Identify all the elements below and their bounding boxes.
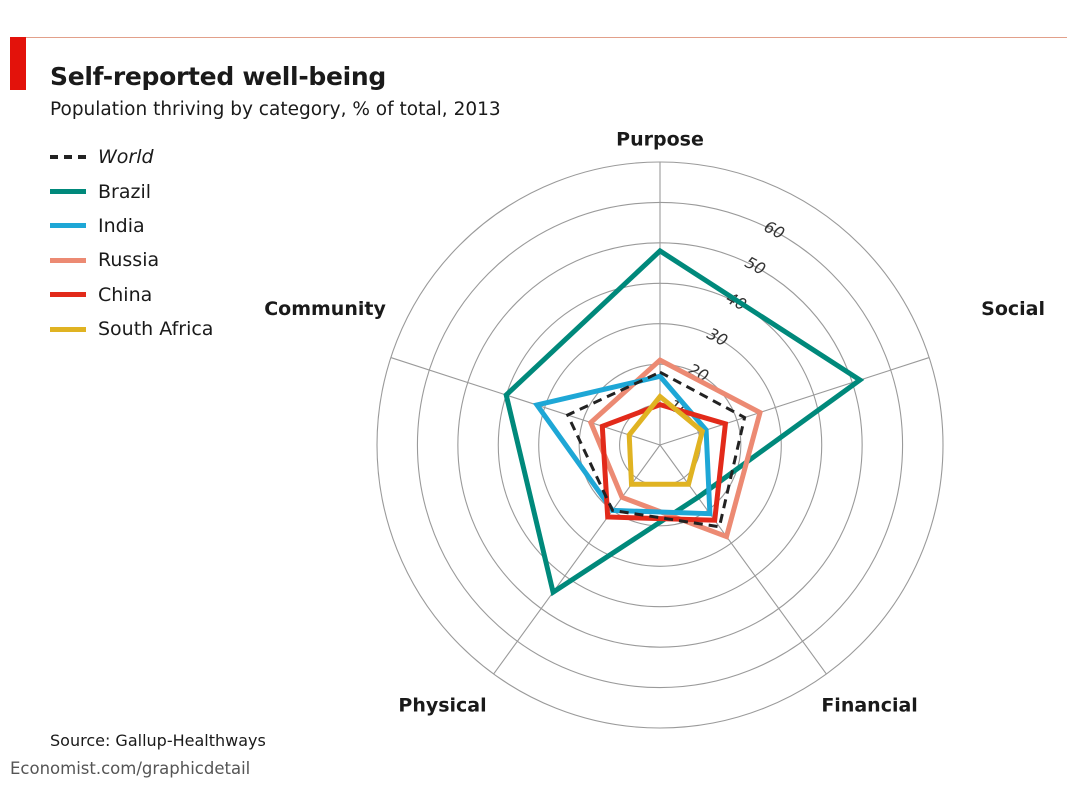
legend-swatch: [50, 292, 86, 298]
legend-swatch: [50, 326, 86, 332]
axis-label-purpose: Purpose: [616, 129, 704, 151]
legend-item-south-africa: South Africa: [50, 312, 213, 346]
axis-label-community: Community: [264, 298, 386, 320]
series-line-india: [532, 373, 713, 517]
legend-swatch: [50, 223, 86, 229]
legend-swatch: [50, 189, 86, 195]
legend-item-india: India: [50, 209, 213, 243]
legend-label: China: [98, 283, 153, 306]
axis-label-financial: Financial: [821, 694, 917, 716]
source-note: Source: Gallup-Healthways: [50, 731, 266, 750]
top-rule: [10, 37, 1067, 38]
legend-label: South Africa: [98, 318, 214, 341]
legend-label: India: [98, 214, 145, 237]
axis-spoke: [390, 357, 661, 446]
legend-item-world: World: [50, 140, 213, 174]
legend-swatch: [50, 155, 86, 160]
series-line-world: [565, 370, 747, 529]
legend-label: Russia: [98, 249, 160, 272]
chart-subtitle: Population thriving by category, % of to…: [50, 99, 501, 120]
series-line-brazil: [503, 247, 865, 597]
tick-label: 50: [742, 252, 769, 278]
legend: World Brazil India Russia China South Af…: [50, 140, 213, 346]
legend-item-brazil: Brazil: [50, 174, 213, 208]
legend-item-china: China: [50, 278, 213, 312]
axis-label-physical: Physical: [398, 694, 486, 716]
tick-label: 60: [761, 217, 788, 243]
site-credit: Economist.com/graphicdetail: [10, 759, 251, 778]
legend-label: World: [98, 146, 154, 169]
legend-swatch: [50, 257, 86, 263]
series-line-china: [599, 401, 729, 523]
chart-title: Self-reported well-being: [50, 62, 387, 91]
legend-item-russia: Russia: [50, 243, 213, 277]
brand-tab: [10, 37, 26, 90]
series-line-south-africa: [626, 392, 706, 487]
legend-label: Brazil: [98, 180, 152, 203]
tick-label: 30: [704, 324, 731, 350]
axis-label-social: Social: [981, 298, 1045, 320]
axis-spoke: [493, 444, 661, 675]
